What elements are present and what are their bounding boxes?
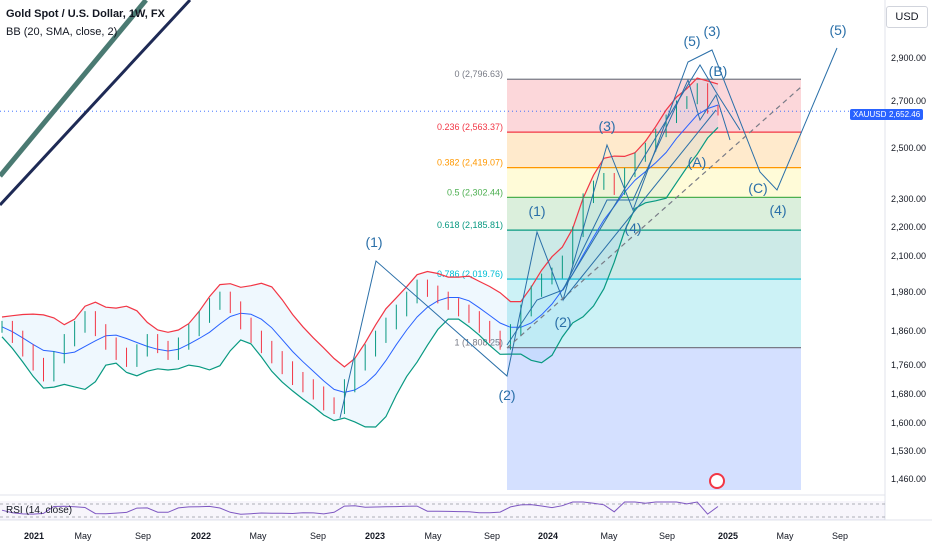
rsi-line (1, 501, 719, 515)
event-flag-icon (709, 473, 725, 489)
fib-zone (507, 197, 801, 231)
y-tick-label: 1,530.00 (891, 446, 926, 456)
y-tick-label: 2,900.00 (891, 53, 926, 63)
x-tick-label: Sep (135, 531, 151, 541)
y-tick-label: 2,500.00 (891, 143, 926, 153)
elliott-wave-label: (1) (365, 234, 382, 250)
x-tick-label: May (600, 531, 618, 541)
y-tick-label: 2,700.00 (891, 96, 926, 106)
y-tick-label: 2,100.00 (891, 251, 926, 261)
bb-fill (2, 78, 718, 427)
y-tick-label: 1,760.00 (891, 360, 926, 370)
currency-button[interactable]: USD (886, 6, 928, 28)
y-tick-label: 1,980.00 (891, 287, 926, 297)
elliott-wave-minor (506, 78, 731, 346)
elliott-wave-label: (A) (688, 154, 707, 170)
y-tick-label: 1,680.00 (891, 389, 926, 399)
elliott-wave-label: (4) (624, 220, 641, 236)
fib-zone (507, 79, 801, 133)
trend-line-navy (0, 0, 192, 207)
elliott-wave-label: (4) (769, 202, 786, 218)
rsi-pane-bg (0, 501, 885, 520)
x-tick-label: 2023 (365, 531, 385, 541)
channel-line (562, 109, 717, 301)
elliott-wave-abc (562, 64, 741, 291)
elliott-wave-label: (B) (709, 63, 728, 79)
y-tick-label: 1,460.00 (891, 474, 926, 484)
fib-extension-zone (507, 347, 801, 490)
elliott-wave-label: (3) (703, 23, 720, 39)
x-tick-label: May (424, 531, 442, 541)
fib-level-label: 0.618 (2,185.81) (437, 220, 503, 230)
elliott-wave-major (339, 47, 838, 419)
y-tick-label: 1,600.00 (891, 418, 926, 428)
x-tick-label: 2025 (718, 531, 738, 541)
indicator-label: BB (20, SMA, close, 2) (6, 26, 118, 38)
trend-line-green (0, 0, 148, 178)
x-tick-label: 2024 (538, 531, 558, 541)
x-tick-label: Sep (484, 531, 500, 541)
y-tick-label: 2,300.00 (891, 194, 926, 204)
fib-level-label: 0 (2,796.63) (454, 69, 503, 79)
fib-zone (507, 167, 801, 198)
ticker-price: 2,652.46 (886, 109, 924, 120)
rsi-label: RSI (14, close) (6, 505, 73, 516)
fib-level-label: 0.786 (2,019.76) (437, 269, 503, 279)
x-tick-label: 2021 (24, 531, 44, 541)
fib-zone (507, 230, 801, 280)
bb-upper-band (1, 77, 719, 368)
trend-dashed-line (506, 86, 802, 349)
fib-zone (507, 279, 801, 348)
x-tick-label: May (74, 531, 92, 541)
fib-level-label: 0.382 (2,419.07) (437, 158, 503, 168)
elliott-wave-label: (2) (554, 314, 571, 330)
elliott-wave-label: (5) (683, 33, 700, 49)
fib-level-label: 0.236 (2,563.37) (437, 122, 503, 132)
bb-basis (1, 104, 719, 393)
y-tick-label: 1,860.00 (891, 326, 926, 336)
x-tick-label: May (249, 531, 267, 541)
ticker-symbol: XAUUSD (850, 109, 890, 120)
x-tick-label: Sep (659, 531, 675, 541)
x-tick-label: 2022 (191, 531, 211, 541)
x-tick-label: Sep (832, 531, 848, 541)
elliott-wave-label: (5) (829, 22, 846, 38)
y-tick-label: 2,200.00 (891, 222, 926, 232)
bb-lower-band (1, 126, 719, 428)
x-tick-label: May (776, 531, 794, 541)
elliott-wave-label: (3) (598, 118, 615, 134)
elliott-wave-label: (1) (528, 203, 545, 219)
elliott-wave-label: (C) (748, 180, 767, 196)
elliott-wave-label: (2) (498, 387, 515, 403)
chart-title: Gold Spot / U.S. Dollar, 1W, FX (6, 8, 165, 20)
fib-zone (507, 132, 801, 168)
x-tick-label: Sep (310, 531, 326, 541)
fib-level-label: 0.5 (2,302.44) (447, 187, 503, 197)
fib-level-label: 1 (1,808.25) (454, 338, 503, 348)
